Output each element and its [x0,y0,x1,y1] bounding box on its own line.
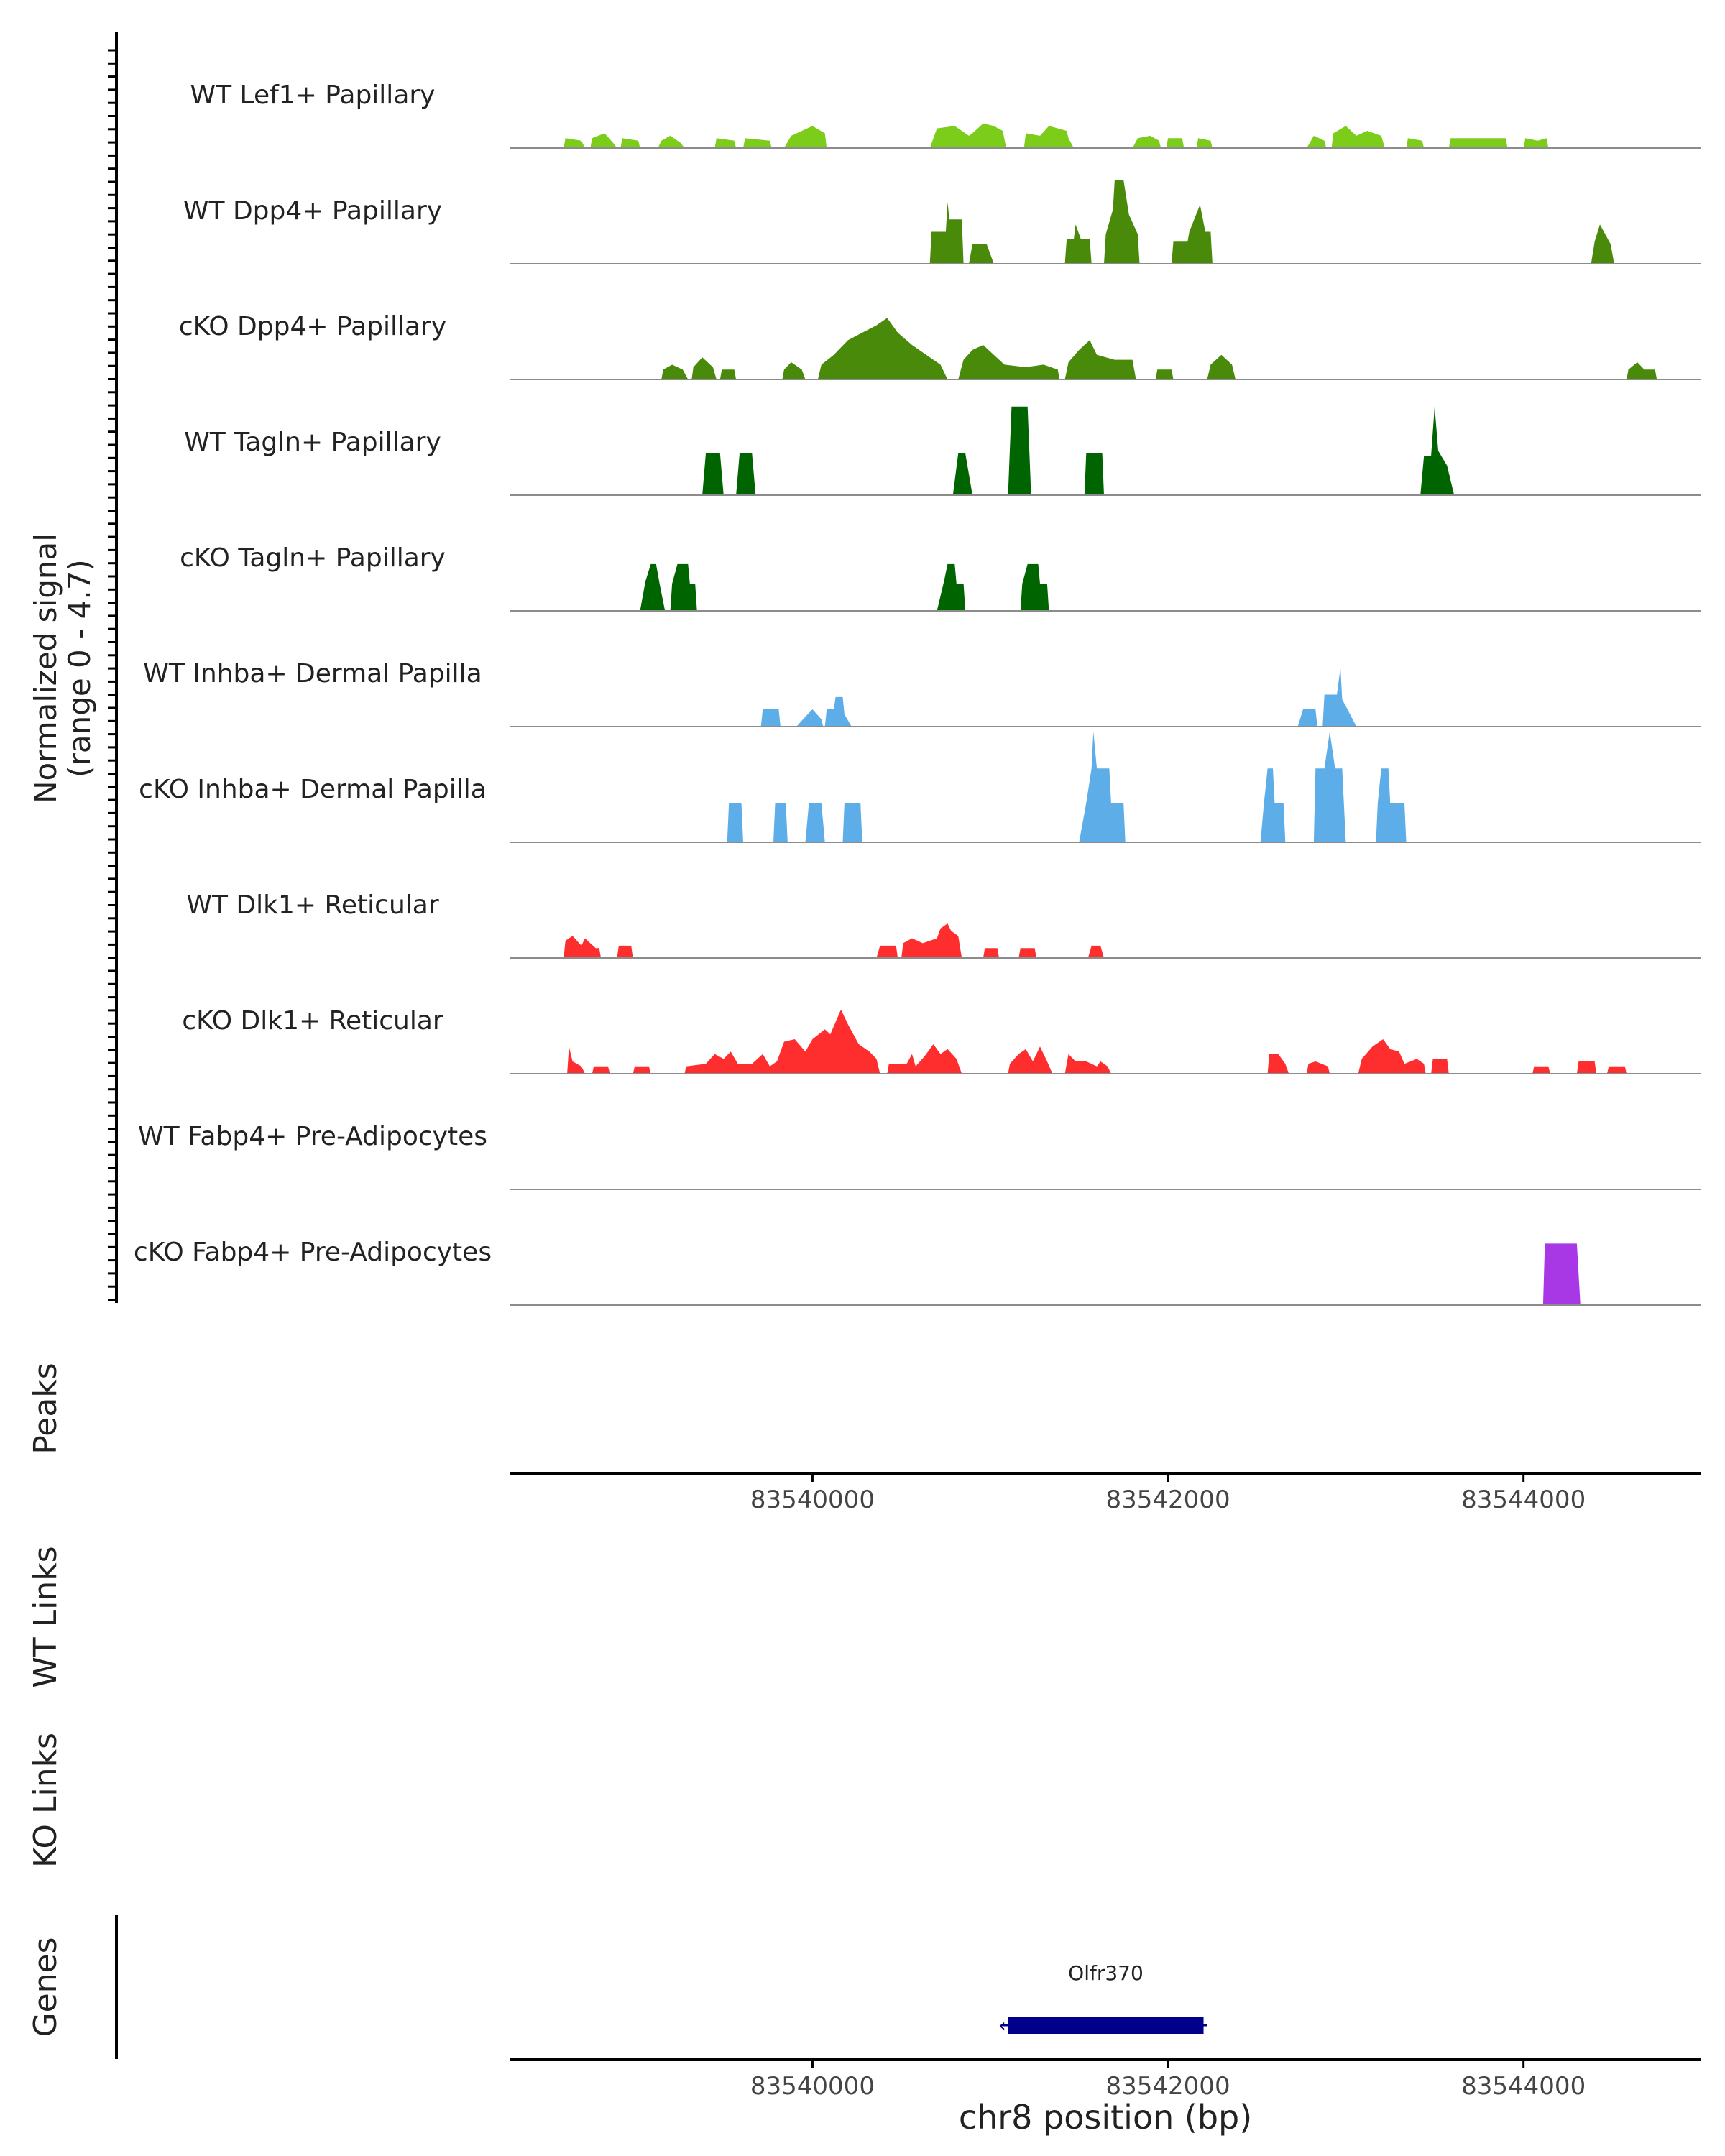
ko-links-panel-label: KO Links [27,1733,64,1868]
track-label: WT Tagln+ Papillary [184,428,441,457]
track-label: cKO Fabp4+ Pre-Adipocytes [134,1238,492,1267]
gene-track: ‹ Olfr370 [998,1961,1208,2037]
track-5: WT Inhba+ Dermal Papilla [143,659,1701,727]
coverage-area [564,123,1549,148]
gene-name: Olfr370 [1068,1961,1144,1985]
genes-x-axis-ticks: 83540000 83542000 83544000 [750,2060,1586,2101]
coverage-area [929,180,1614,264]
wt-links-panel-label: WT Links [27,1546,64,1687]
track-label: cKO Dpp4+ Papillary [179,312,446,341]
track-label: WT Dpp4+ Papillary [183,196,442,226]
track-8: cKO Dlk1+ Reticular [182,1006,1701,1074]
x-tick-label: 83544000 [1461,2072,1586,2101]
track-label: WT Lef1+ Papillary [190,80,436,110]
track-1: WT Dpp4+ Papillary [183,180,1701,264]
y-axis-title-line2: (range 0 - 4.7) [62,559,97,778]
coverage-area [727,731,1407,842]
coverage-area [661,318,1657,379]
peaks-x-axis-ticks: 83540000 83542000 83544000 [750,1473,1586,1514]
track-label: WT Inhba+ Dermal Papilla [143,659,482,688]
x-axis-title: chr8 position (bp) [959,2098,1252,2137]
x-tick-label: 83540000 [750,1485,875,1514]
track-4: cKO Tagln+ Papillary [180,543,1701,612]
strand-arrow-icon: ‹ [998,2015,1006,2037]
coverage-area [1542,1243,1581,1305]
x-tick-label: 83540000 [750,2072,875,2101]
track-label: WT Fabp4+ Pre-Adipocytes [138,1122,487,1151]
y-axis-title-line1: Normalized signal [28,533,63,803]
track-7: WT Dlk1+ Reticular [186,890,1701,959]
track-label: cKO Tagln+ Papillary [180,543,446,573]
gene-exon [1008,2017,1204,2034]
genes-panel-label: Genes [27,1937,64,2037]
track-10: cKO Fabp4+ Pre-Adipocytes [134,1238,1701,1306]
track-label: cKO Dlk1+ Reticular [182,1006,443,1036]
track-label: WT Dlk1+ Reticular [186,890,438,920]
track-3: WT Tagln+ Papillary [184,406,1701,496]
coverage-area [567,1009,1627,1074]
track-label: cKO Inhba+ Dermal Papilla [139,775,487,804]
track-0: WT Lef1+ Papillary [190,80,1701,149]
x-tick-label: 83544000 [1461,1485,1586,1514]
track-6: cKO Inhba+ Dermal Papilla [139,731,1701,843]
coverage-area [640,563,1049,611]
coverage-area [702,406,1455,495]
peaks-panel-label: Peaks [27,1363,64,1454]
coverage-area [760,667,1357,727]
coverage-area [564,923,1104,958]
x-tick-label: 83542000 [1106,1485,1230,1514]
track-2: cKO Dpp4+ Papillary [179,312,1701,380]
coverage-y-axis-ticks [108,49,116,1301]
track-9: WT Fabp4+ Pre-Adipocytes [138,1122,1701,1190]
coverage-tracks: WT Lef1+ Papillary WT Dpp4+ Papillary cKO … [134,80,1701,1306]
x-tick-label: 83542000 [1106,2072,1230,2101]
